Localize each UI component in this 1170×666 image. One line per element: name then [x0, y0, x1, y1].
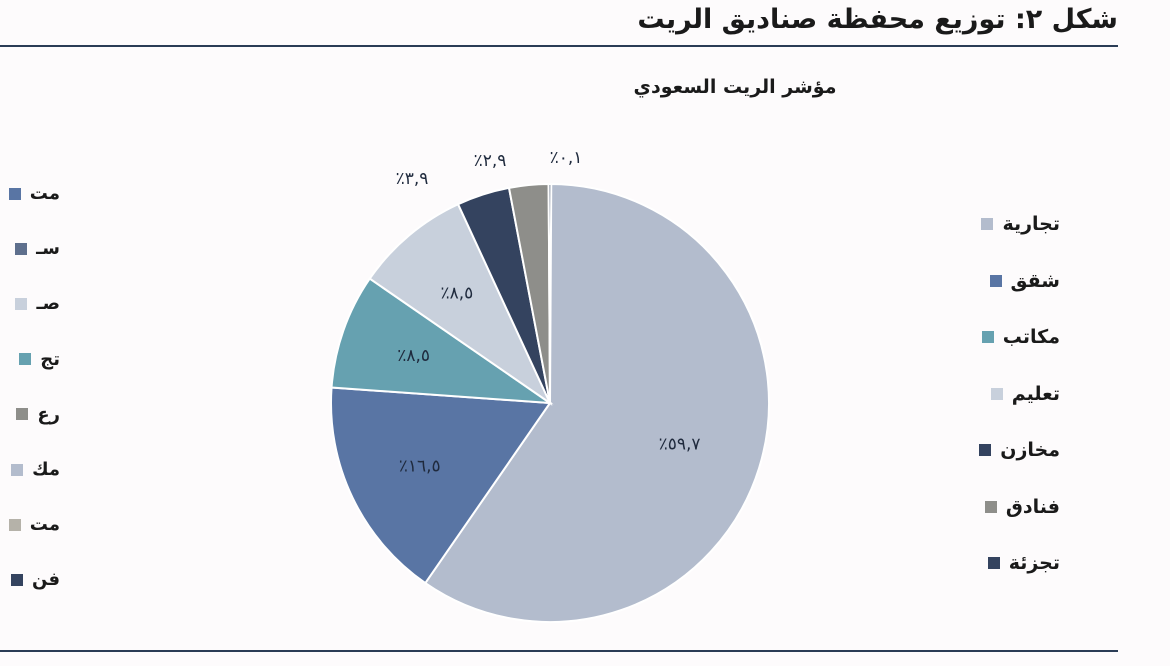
legend-item: مكاتب [960, 309, 1060, 366]
adjacent-legend-item: مك [0, 442, 60, 497]
legend-label: مت [29, 183, 60, 205]
pie-slice [330, 277, 554, 405]
slice-data-label: ٪٥٩,٧ [659, 434, 701, 454]
legend-swatch [11, 573, 24, 586]
legend-label: تعليم [1011, 382, 1060, 405]
adjacent-legend-item: تج [0, 332, 60, 387]
legend-swatch [11, 463, 24, 476]
slice-data-label: ٪٠,١ [550, 148, 583, 168]
slice-data-label: ٪١٦,٥ [399, 457, 441, 477]
legend-swatch [981, 331, 994, 344]
legend-label: مك [32, 459, 60, 481]
slice-data-label: ٪٢,٩ [474, 151, 507, 171]
pie-slice [330, 386, 552, 585]
bottom-rule [0, 650, 1118, 652]
slice-data-label: ٪٣,٩ [396, 169, 429, 189]
pie-slice [547, 183, 553, 404]
legend-swatch [990, 387, 1003, 400]
legend-label: فن [32, 569, 60, 591]
top-rule [0, 45, 1118, 47]
slice-data-label: ٪٨,٥ [397, 346, 430, 366]
legend-item: مخازن [960, 422, 1060, 479]
legend-label: تج [40, 348, 60, 370]
legend-label: تجزئة [1008, 552, 1060, 575]
chart-legend: تجارية شقق مكاتب تعليم مخازن فنادق تجزئة [960, 196, 1060, 592]
legend-swatch [8, 187, 21, 200]
adjacent-legend-item: صـ [0, 276, 60, 331]
slice-data-label: ٪٨,٥ [440, 283, 473, 303]
adjacent-legend-item: مت [0, 166, 60, 221]
legend-item: تعليم [960, 366, 1060, 423]
legend-item: تجزئة [960, 535, 1060, 592]
adjacent-legend-item: فن [0, 552, 60, 607]
legend-label: مخازن [1000, 439, 1060, 462]
legend-swatch [16, 408, 29, 421]
legend-label: سـ [36, 238, 60, 260]
legend-swatch [15, 242, 28, 255]
legend-label: فنادق [1005, 495, 1060, 518]
figure-title: شكل ٢: توزيع محفظة صناديق الريت [637, 4, 1118, 35]
legend-swatch [8, 518, 21, 531]
legend-item: فنادق [960, 479, 1060, 536]
legend-item: شقق [960, 253, 1060, 310]
chart-title: مؤشر الريت السعودي [633, 76, 837, 98]
adjacent-legend-item: سـ [0, 221, 60, 276]
adjacent-legend-item: مت [0, 497, 60, 552]
legend-label: صـ [36, 293, 60, 315]
pie-slice [423, 182, 770, 623]
legend-swatch [989, 274, 1002, 287]
legend-label: مكاتب [1002, 326, 1060, 349]
pie-slice [368, 202, 553, 406]
legend-label: شقق [1010, 269, 1061, 292]
legend-swatch [19, 353, 32, 366]
adjacent-chart-legend: مت سـ صـ تج رع مك مت فن [0, 166, 60, 608]
legend-swatch [15, 297, 28, 310]
legend-swatch [987, 557, 1000, 570]
legend-label: رع [37, 403, 60, 425]
legend-label: تجارية [1002, 213, 1060, 236]
legend-swatch [981, 218, 994, 231]
legend-label: مت [29, 514, 60, 536]
legend-swatch [984, 500, 997, 513]
legend-swatch [979, 444, 992, 457]
legend-item: تجارية [960, 196, 1060, 253]
adjacent-legend-item: رع [0, 387, 60, 442]
